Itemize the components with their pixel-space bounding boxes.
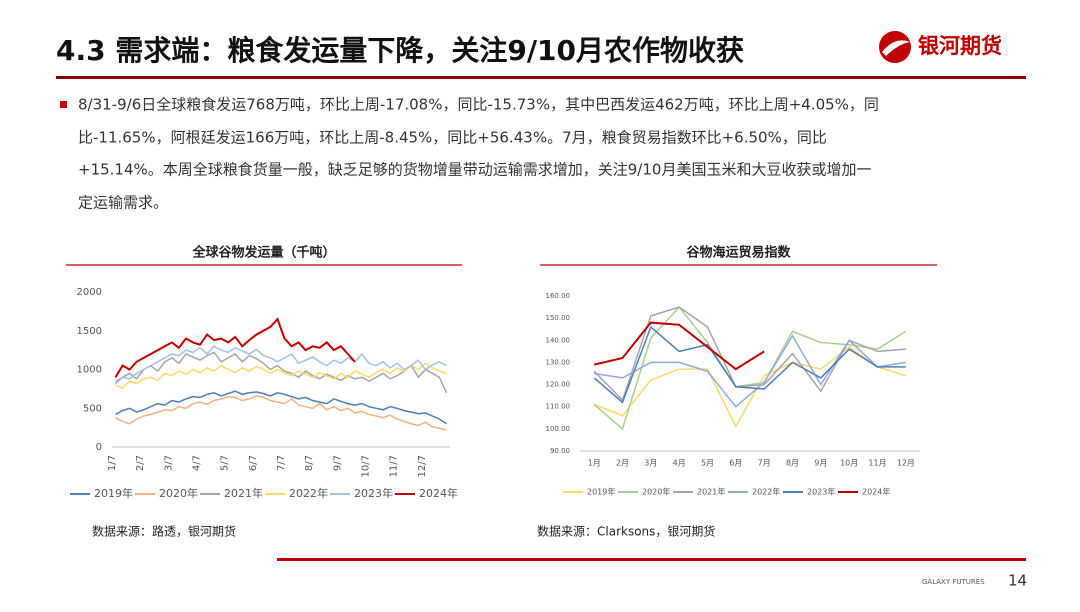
series-line	[115, 390, 447, 425]
x-tick-label: 12月	[897, 459, 915, 468]
legend-label: 2022年	[289, 486, 328, 500]
logo-text: 银河期货	[918, 34, 1002, 58]
y-tick-label: 150.00	[546, 314, 571, 322]
y-tick-label: 110.00	[546, 403, 571, 411]
y-tick-label: 0	[96, 442, 102, 453]
y-tick-label: 130.00	[546, 358, 571, 366]
logo: 银河期货	[879, 31, 1002, 63]
series-line	[593, 325, 906, 404]
legend-label: 2020年	[642, 487, 670, 497]
y-tick-label: 2000	[77, 287, 102, 298]
legend-label: 2019年	[587, 487, 615, 497]
y-tick-label: 1000	[77, 365, 102, 376]
x-tick-label: 6/7	[248, 455, 259, 471]
x-tick-label: 4月	[673, 459, 686, 468]
y-tick-label: 90.00	[550, 447, 570, 455]
series-line	[114, 317, 356, 378]
x-tick-label: 12/7	[417, 455, 428, 477]
x-tick-label: 3/7	[163, 455, 174, 471]
x-tick-label: 5/7	[220, 455, 231, 471]
series-line	[115, 395, 447, 431]
x-tick-label: 9月	[814, 459, 827, 468]
series-line	[115, 351, 448, 394]
x-tick-label: 8月	[786, 459, 799, 468]
series-line	[593, 345, 907, 429]
logo-swoosh	[882, 40, 910, 56]
y-tick-label: 140.00	[546, 336, 571, 344]
legend-label: 2023年	[807, 487, 835, 497]
x-tick-label: 1月	[588, 459, 601, 468]
x-tick-label: 11/7	[389, 455, 400, 477]
chart-title: 全球谷物发运量（千吨）	[191, 245, 335, 261]
bullet-marker	[60, 101, 67, 108]
legend-label: 2022年	[752, 487, 780, 497]
chart-title: 谷物海运贸易指数	[686, 245, 791, 261]
x-tick-label: 10/7	[361, 455, 372, 477]
x-tick-label: 7月	[758, 459, 771, 468]
slide-title: 4.3 需求端：粮食发运量下降，关注9/10月农作物收获	[56, 34, 744, 67]
x-tick-label: 6月	[729, 459, 742, 468]
x-tick-label: 3月	[644, 459, 657, 468]
legend-label: 2019年	[94, 486, 133, 500]
series-line	[594, 334, 906, 408]
legend-label: 2021年	[697, 487, 725, 497]
x-tick-label: 2月	[616, 459, 629, 468]
bullet-line: 8/31-9/6日全球粮食发运768万吨，环比上周-17.08%，同比-15.7…	[78, 96, 879, 114]
footer-rule	[277, 558, 1026, 561]
y-tick-label: 1500	[77, 326, 102, 337]
x-tick-label: 10月	[840, 459, 858, 468]
source: 数据来源：Clarksons，银河期货	[537, 524, 715, 539]
title-rule	[56, 76, 1026, 79]
source: 数据来源：路透，银河期货	[92, 524, 236, 539]
y-tick-label: 120.00	[546, 381, 571, 389]
footer-brand: GALAXY FUTURES	[922, 578, 985, 586]
x-tick-label: 7/7	[276, 455, 287, 471]
bullet-line: 比-11.65%，阿根廷发运166万吨，环比上周-8.45%，同比+56.43%…	[78, 129, 827, 147]
page-number: 14	[1008, 572, 1027, 590]
x-tick-label: 11月	[868, 459, 886, 468]
x-tick-label: 4/7	[192, 455, 203, 471]
y-tick-label: 100.00	[546, 425, 571, 433]
bullet-line: 定运输需求。	[78, 194, 168, 212]
x-tick-label: 9/7	[332, 455, 343, 471]
legend-label: 2024年	[419, 486, 458, 500]
y-tick-label: 160.00	[546, 292, 571, 300]
legend-label: 2024年	[862, 487, 890, 497]
x-tick-label: 8/7	[304, 455, 315, 471]
x-tick-label: 2/7	[135, 455, 146, 471]
x-tick-label: 1/7	[107, 455, 118, 471]
series-line	[115, 362, 447, 389]
series-line	[593, 321, 765, 371]
series-line	[115, 345, 447, 382]
x-tick-label: 5月	[701, 459, 714, 468]
bullet-line: +15.14%。本周全球粮食货量一般，缺乏足够的货物增量带动运输需求增加，关注9…	[78, 161, 871, 179]
legend-label: 2021年	[224, 486, 263, 500]
y-tick-label: 500	[83, 403, 102, 414]
legend-label: 2023年	[354, 486, 393, 500]
legend-label: 2020年	[159, 486, 198, 500]
